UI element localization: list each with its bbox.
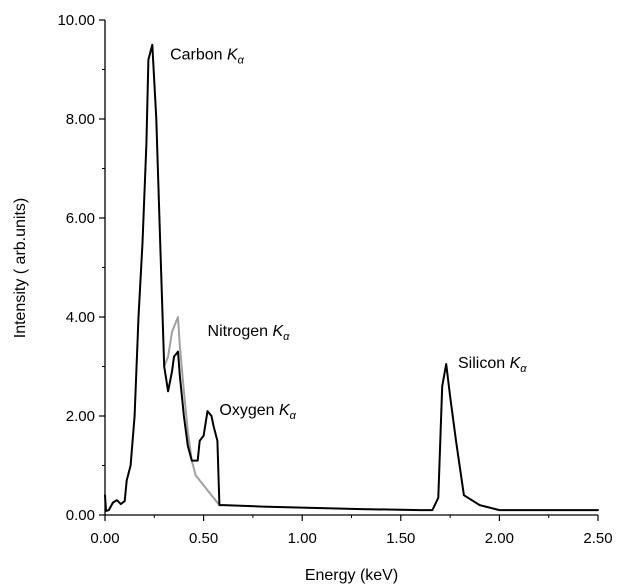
x-tick-label: 0.50 <box>189 530 218 547</box>
y-axis-label: Intensity ( arb.units) <box>12 198 29 339</box>
annotation-subscript: α <box>520 363 527 375</box>
annotation-subscript: α <box>238 55 245 67</box>
y-tick-label: 8.00 <box>66 111 95 128</box>
y-tick-label: 6.00 <box>66 210 95 227</box>
plot-area: 0.00 2.00 4.00 6.00 8.00 10.00 0.00 0.50 1.00 1.… <box>57 12 612 547</box>
annotation-label: Oxygen Kα <box>219 402 296 422</box>
annotation-label: Carbon Kα <box>170 47 245 67</box>
series-layer <box>104 43 599 512</box>
y-tick-label: 4.00 <box>66 309 95 326</box>
x-ticks: 0.00 0.50 1.00 1.50 2.00 2.50 <box>90 515 613 547</box>
series-line-2 <box>163 316 221 507</box>
annotation-k: K <box>279 402 291 419</box>
annotation-text: Silicon <box>458 355 510 372</box>
annotation-label: Nitrogen Kα <box>208 323 291 343</box>
y-tick-label: 2.00 <box>66 408 95 425</box>
y-tick-label: 10.00 <box>57 12 95 29</box>
annotation-text: Nitrogen <box>208 323 273 340</box>
x-tick-label: 1.50 <box>386 530 415 547</box>
annotation-k: K <box>227 47 239 64</box>
annotation-subscript: α <box>290 410 297 422</box>
x-axis-label: Energy (keV) <box>305 567 398 584</box>
y-tick-label: 0.00 <box>66 507 95 524</box>
annotation-text: Oxygen <box>219 402 279 419</box>
y-ticks: 0.00 2.00 4.00 6.00 8.00 10.00 <box>57 12 105 524</box>
x-tick-label: 1.00 <box>288 530 317 547</box>
series-line-1 <box>104 43 599 512</box>
x-tick-label: 2.00 <box>485 530 514 547</box>
annotation-label: Silicon Kα <box>458 355 527 375</box>
annotation-k: K <box>510 355 522 372</box>
annotation-k: K <box>272 323 284 340</box>
annotation-text: Carbon <box>170 47 227 64</box>
x-tick-label: 2.50 <box>583 530 612 547</box>
annotation-subscript: α <box>283 331 290 343</box>
x-tick-label: 0.00 <box>90 530 119 547</box>
